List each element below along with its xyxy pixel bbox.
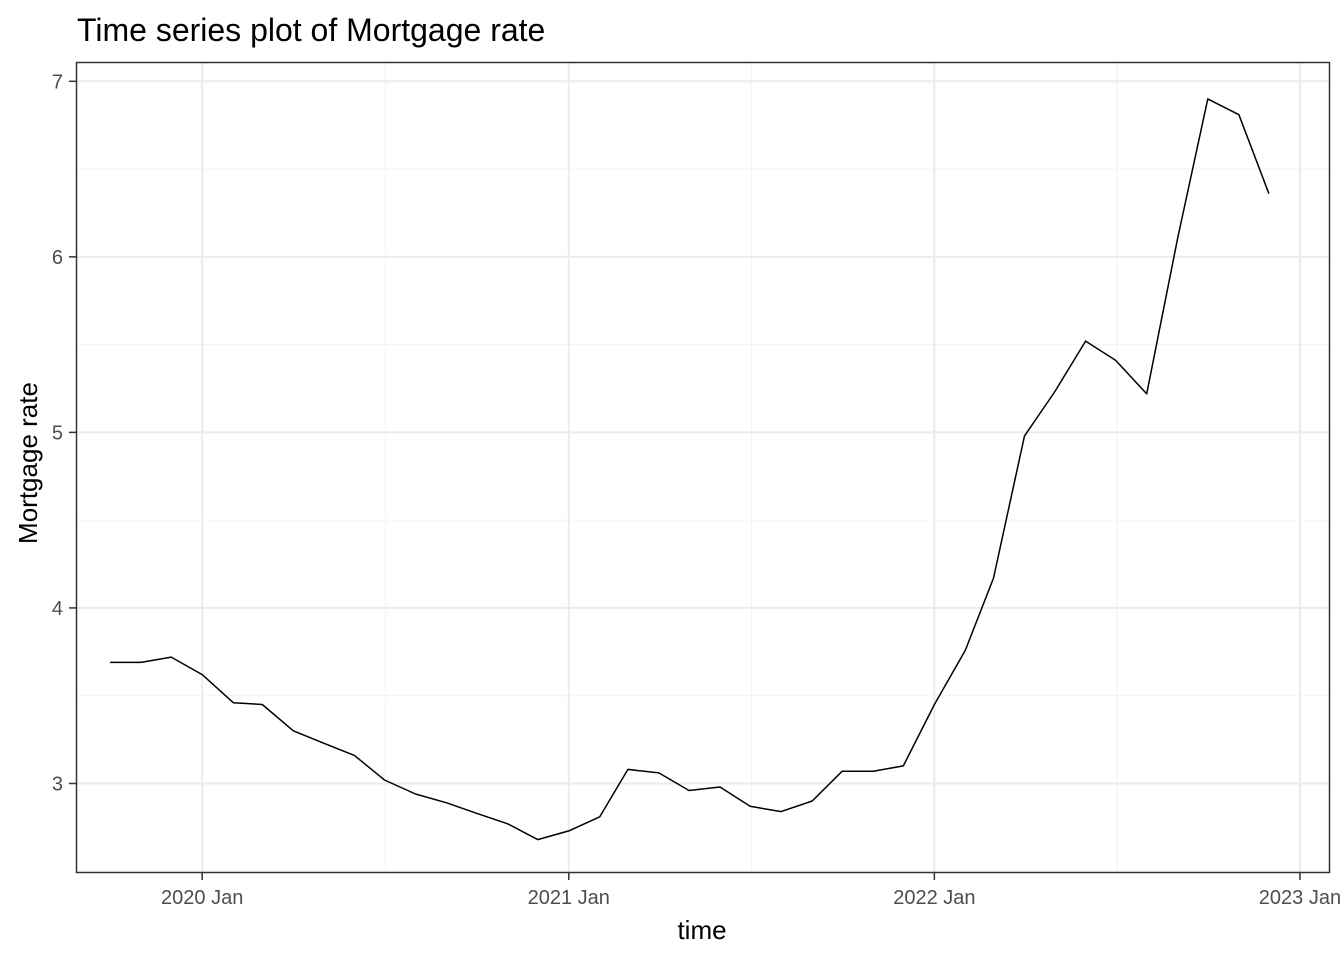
minor-gridlines	[76, 62, 1330, 873]
series-layer	[110, 98, 1270, 841]
major-gridlines	[76, 62, 1330, 873]
y-tick-label: 5	[52, 422, 63, 444]
x-tick-label: 2020 Jan	[161, 887, 243, 909]
y-axis-title: Mortgage rate	[13, 382, 43, 544]
x-tick-label: 2023 Jan	[1259, 887, 1341, 909]
series-line-mortgage-rate	[110, 98, 1270, 841]
x-tick-label: 2021 Jan	[528, 887, 610, 909]
x-axis: 2020 Jan 2021 Jan 2022 Jan 2023 Jan	[161, 873, 1341, 909]
panel-border	[75, 61, 1331, 874]
y-tick-label: 6	[52, 247, 63, 269]
y-tick-label: 3	[52, 773, 63, 795]
chart-title: Time series plot of Mortgage rate	[77, 12, 545, 48]
y-axis: 3 4 5 6 7	[52, 71, 76, 795]
y-tick-label: 4	[52, 598, 63, 620]
x-axis-title: time	[677, 915, 726, 945]
y-tick-label: 7	[52, 71, 63, 93]
x-tick-label: 2022 Jan	[893, 887, 975, 909]
